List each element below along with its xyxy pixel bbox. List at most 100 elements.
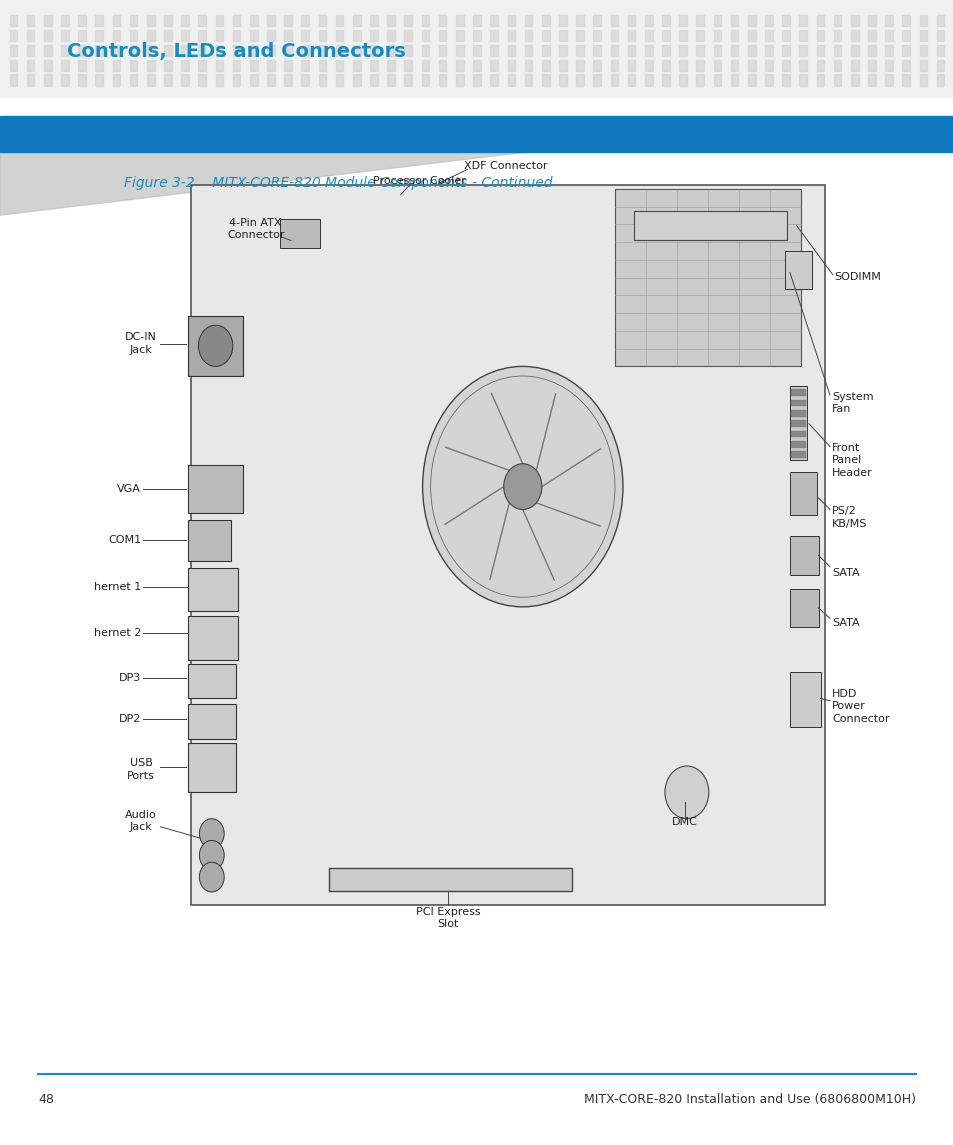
Bar [164,30,172,41]
Bar [44,74,51,86]
Bar [456,45,463,56]
Bar [44,45,51,56]
Bar [713,30,720,41]
Bar [188,568,237,611]
Bar [147,30,154,41]
Bar [833,60,841,71]
Bar [421,74,429,86]
Bar [593,30,600,41]
Bar [781,74,789,86]
Bar [284,15,292,26]
Text: MITX-CORE-820 Installation and Use (6806800M10H): MITX-CORE-820 Installation and Use (6806… [583,1092,915,1106]
Bar [816,15,823,26]
Bar [370,45,377,56]
Bar [713,15,720,26]
Text: SATA: SATA [831,618,859,627]
Bar [473,45,480,56]
Bar [902,74,909,86]
Bar [919,15,926,26]
Bar [27,60,34,71]
Bar [10,60,17,71]
Bar [799,60,806,71]
Bar [188,520,231,561]
Bar [936,60,943,71]
Bar [541,45,549,56]
Bar [95,45,103,56]
Bar [730,60,738,71]
Bar [747,15,755,26]
Bar [473,60,480,71]
Bar [198,15,206,26]
Bar [867,15,875,26]
Bar [576,30,583,41]
Bar [301,15,309,26]
Bar [784,251,811,289]
Bar [267,60,274,71]
Bar [164,45,172,56]
Bar [181,30,189,41]
Bar [0,0,953,97]
Bar [593,60,600,71]
Bar [10,74,17,86]
Bar [10,30,17,41]
Bar [790,420,805,427]
Text: Front
Panel
Header: Front Panel Header [831,443,872,477]
Bar [181,74,189,86]
Text: DP3: DP3 [119,673,141,682]
Bar [764,45,772,56]
Bar [181,15,189,26]
Bar [147,15,154,26]
Bar [884,15,892,26]
Bar [112,74,120,86]
Bar [490,45,497,56]
Bar [764,74,772,86]
Bar [696,30,703,41]
Bar [627,60,635,71]
Bar [850,45,858,56]
Bar [524,74,532,86]
Bar [833,30,841,41]
Bar [747,30,755,41]
Bar [233,15,240,26]
Bar [215,15,223,26]
Bar [936,15,943,26]
Bar [764,15,772,26]
Bar [250,30,257,41]
Bar [112,30,120,41]
Bar [610,15,618,26]
Circle shape [199,840,224,870]
Bar [576,15,583,26]
Bar [335,74,343,86]
Bar [576,45,583,56]
Bar [644,74,652,86]
Bar [833,74,841,86]
Bar [490,74,497,86]
Bar [593,15,600,26]
Bar [164,15,172,26]
Bar [541,60,549,71]
Text: hernet 2: hernet 2 [93,629,141,638]
Bar [318,60,326,71]
Bar [541,74,549,86]
Bar [267,15,274,26]
Bar [112,60,120,71]
Circle shape [199,819,224,848]
Bar [188,316,243,376]
Bar [867,30,875,41]
Bar [335,60,343,71]
Bar [747,45,755,56]
Bar [95,60,103,71]
Circle shape [503,464,541,510]
Bar [198,30,206,41]
Bar [610,30,618,41]
Bar [147,45,154,56]
Bar [789,536,818,575]
Bar [919,45,926,56]
Bar [267,45,274,56]
Text: 4-Pin ATX
Connector: 4-Pin ATX Connector [227,218,284,240]
Bar [867,45,875,56]
Bar [267,30,274,41]
Bar [661,74,669,86]
Bar [61,74,69,86]
Bar [833,45,841,56]
